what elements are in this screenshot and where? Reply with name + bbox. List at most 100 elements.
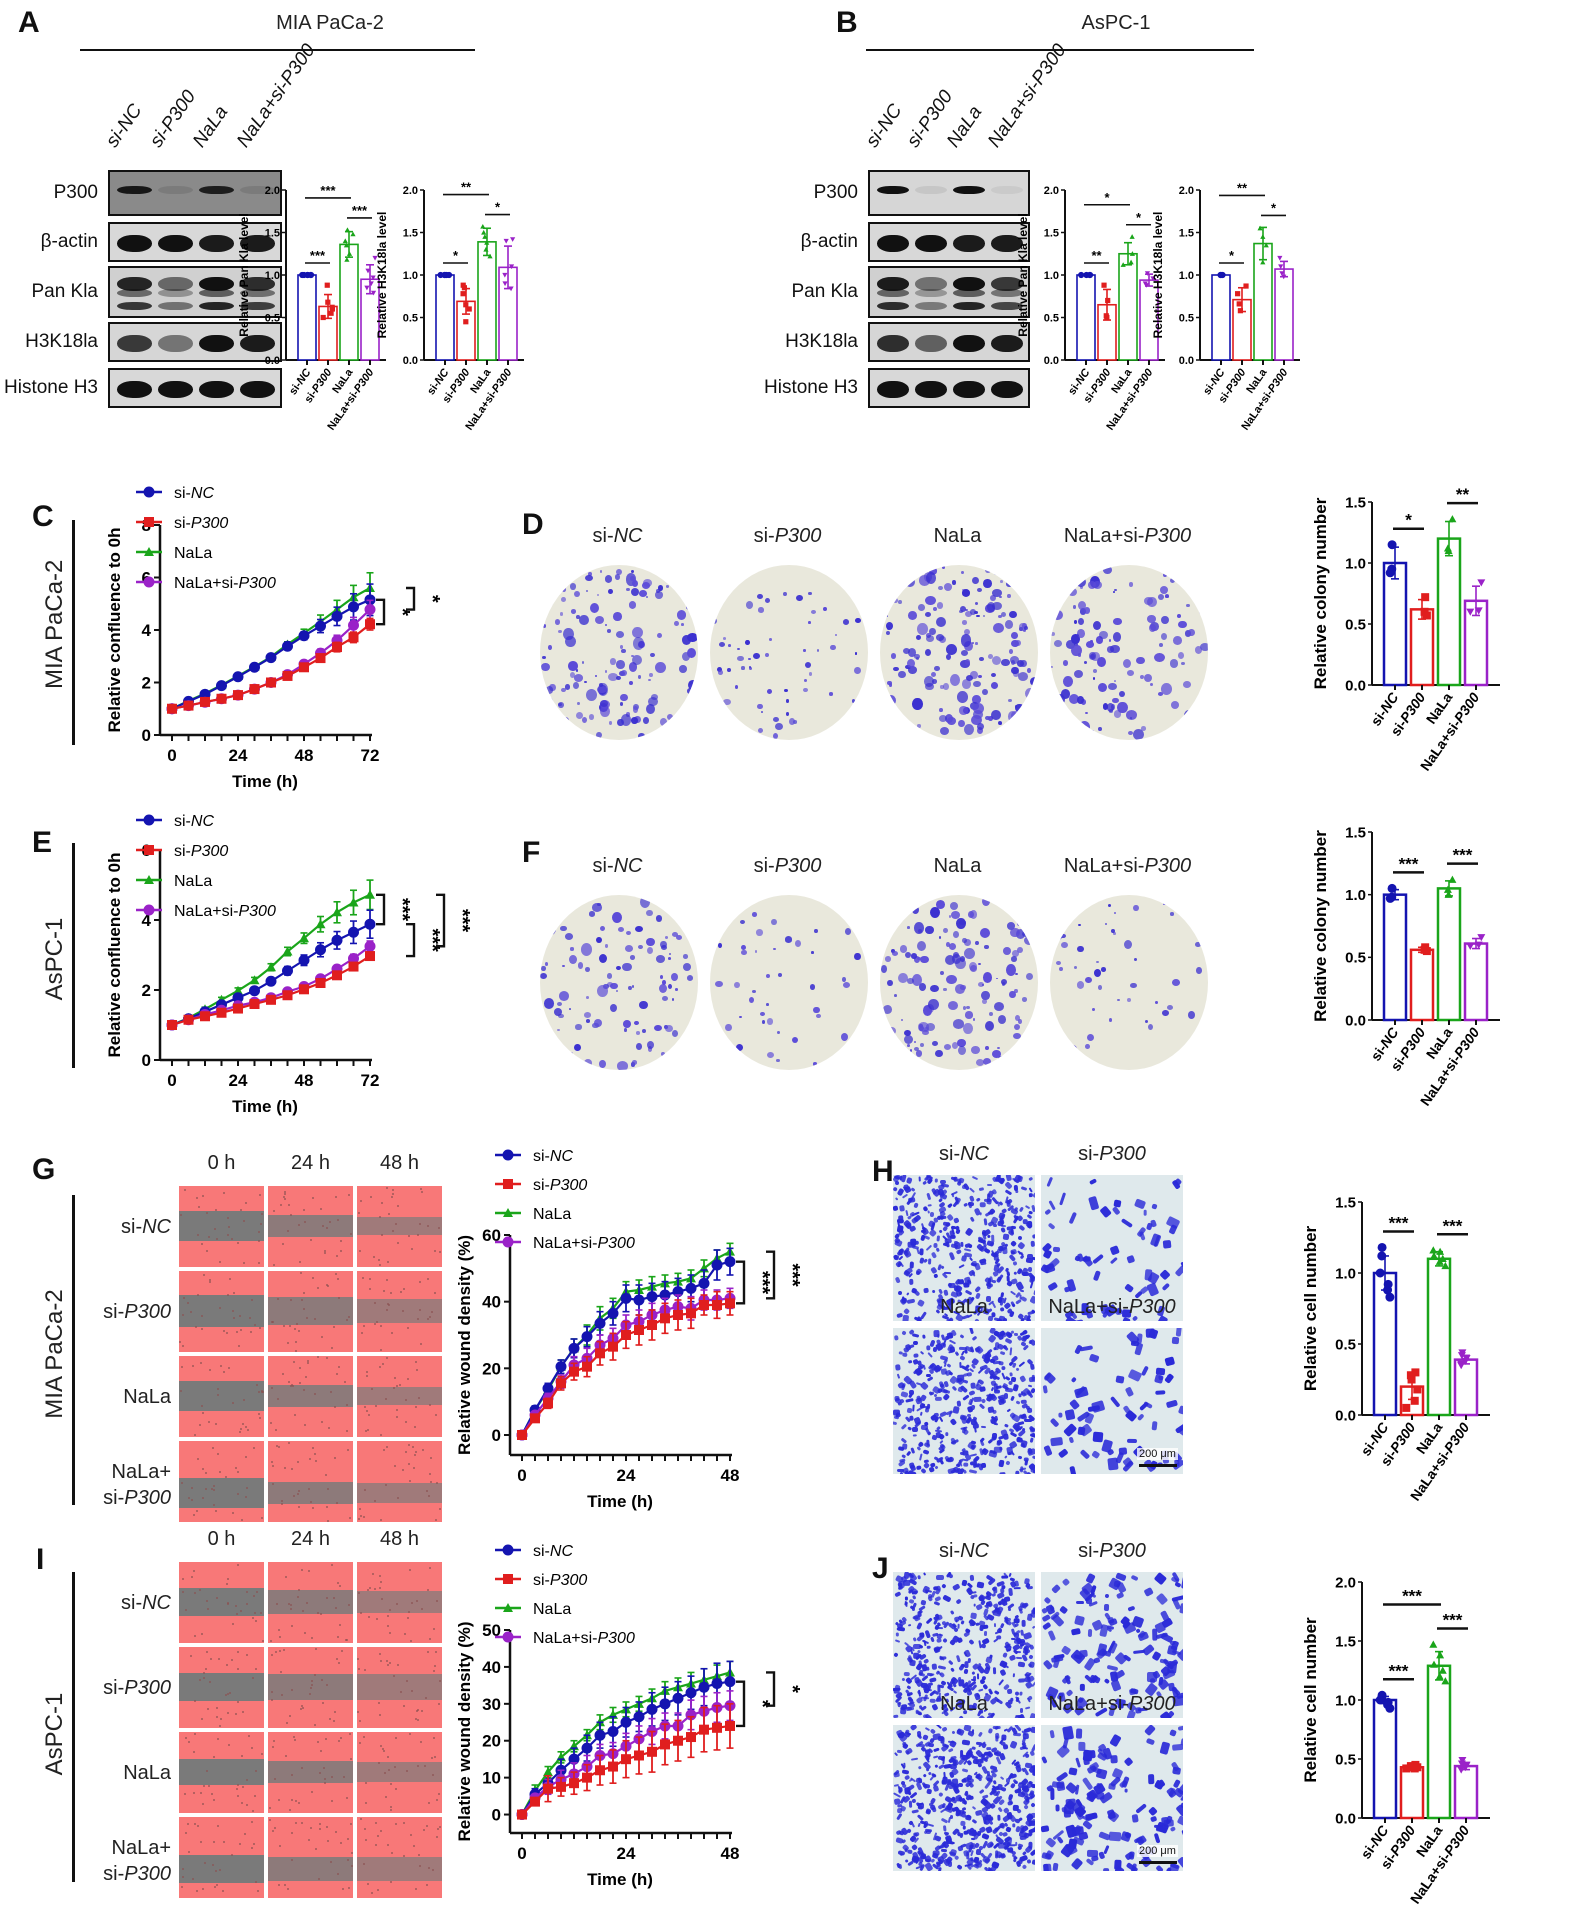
colony [1068,587,1078,597]
bar-nala [1436,537,1462,687]
colony [891,950,899,957]
colony [1124,939,1133,949]
colony [560,925,567,932]
stained-cell [981,1637,991,1646]
data-point-nala-si-p300 [1144,271,1151,276]
time-header-48-h: 48 h [380,1528,419,1550]
speckle [252,1446,255,1449]
colony [1100,967,1106,972]
colony [1176,614,1181,618]
speckle [278,1884,281,1887]
stained-cell [1006,1408,1011,1413]
speckle [435,1413,438,1416]
band-pan-kla-si-p300 [915,301,947,311]
colony [1105,922,1108,926]
colony [565,635,576,647]
data-point-nala-si-p300 [1281,274,1287,280]
data-point-si-p300 [315,978,326,988]
speckle [424,1765,427,1768]
colony [585,967,591,972]
speckle [363,1405,366,1408]
speckle [196,1824,199,1827]
stained-cell [983,1218,988,1226]
cell-line-rule-e [72,843,75,1068]
colony [1172,635,1183,645]
data-point-si-p300 [463,302,469,308]
colony [993,1002,1004,1012]
speckle [399,1384,402,1387]
speckle [360,1514,363,1517]
speckle [190,1576,193,1579]
speckle [254,1611,257,1614]
colony [584,1059,593,1068]
colony [981,998,988,1004]
stained-cell [958,1264,965,1269]
data-point-si-p300 [660,1313,670,1324]
speckle [299,1381,302,1384]
colony [965,658,971,665]
speckle [349,1758,352,1761]
stained-cell [925,1617,933,1624]
transwell-label-si-p300: si-P300 [1078,1143,1146,1165]
colony [1118,690,1125,698]
stained-cell [1088,1629,1093,1638]
colony [561,587,566,592]
speckle [387,1213,390,1216]
colony [1098,896,1101,899]
colony [1195,941,1201,947]
stained-cell [1044,1208,1052,1216]
colony [1183,716,1188,721]
data-point-si-p300 [1105,297,1111,304]
speckle [209,1680,212,1683]
speckle [335,1657,338,1660]
colony [717,670,724,675]
colony [794,940,802,948]
y-tick-label: 1.0 [1044,270,1059,282]
speckle [297,1223,300,1226]
speckle [332,1597,335,1600]
data-point-si-p300 [1422,611,1431,620]
stained-cell [1004,1337,1013,1345]
speckle [215,1597,218,1600]
colony [808,620,811,624]
legend-label-si-nc: si-NC [174,485,214,502]
band-pan-kla-si-p300 [915,277,947,291]
colony [1056,919,1062,926]
panel-letter-i: I [36,1543,45,1576]
speckle [340,1240,343,1243]
colony [605,944,609,949]
colony [924,611,931,618]
y-tick-label: 2 [142,674,151,693]
lane-label-nala-si-p300: NaLa+si-P300 [983,40,1071,152]
speckle [385,1445,388,1448]
data-point-si-p300 [712,1722,722,1733]
colony [761,1020,766,1025]
band-histone-h3-nala [953,381,985,398]
speckle [198,1679,201,1682]
speckle [374,1404,377,1407]
colony [811,610,816,615]
y-tick-label: 4 [142,621,152,640]
speckle [181,1876,184,1879]
colony [1060,933,1066,939]
blot-strip-actin [108,222,282,262]
data-point-si-nc [348,601,359,613]
stained-cell [1134,1627,1141,1634]
y-tick-label: 0.0 [1044,355,1059,367]
colony [1097,657,1106,668]
colony [822,606,827,611]
wound-gap [268,1857,353,1881]
speckle [315,1647,318,1650]
colony [914,956,921,963]
colony [765,974,771,979]
colony [919,1042,925,1048]
band-histone-h3-nala-si-p300 [991,381,1023,398]
colony [760,1012,765,1017]
stained-cell [940,1265,946,1270]
transwell-label-nala: NaLa [940,1693,988,1715]
colony [1093,621,1102,631]
colony [635,925,644,933]
stained-cell [979,1201,986,1208]
colony [1107,682,1118,691]
colony [636,1031,641,1035]
